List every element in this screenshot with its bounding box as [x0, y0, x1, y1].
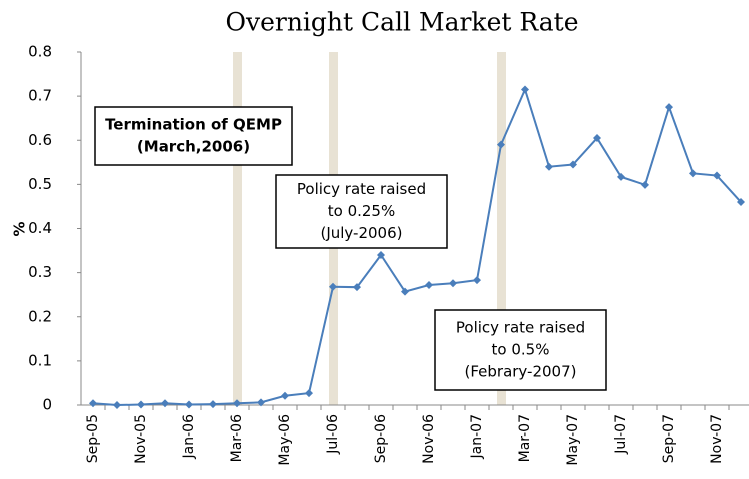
marker: [665, 103, 673, 112]
y-tick-label: 0.8: [28, 43, 52, 61]
x-tick-label: Mar-07: [517, 414, 533, 462]
x-tick-label: Sep-07: [661, 414, 677, 463]
x-tick-label: Jul-06: [325, 414, 341, 455]
marker: [545, 162, 553, 171]
x-tick-label: Nov-07: [709, 414, 725, 464]
marker: [569, 160, 577, 169]
x-tick-label: Nov-06: [421, 414, 437, 464]
annotation-text: (July-2006): [320, 224, 402, 242]
annotation-box: [94, 106, 293, 166]
y-tick-label: 0.5: [28, 175, 52, 193]
marker: [617, 172, 625, 181]
marker: [329, 282, 337, 291]
x-tick-label: Jul-07: [613, 414, 629, 455]
event-band: [233, 52, 242, 405]
x-tick-label: Nov-05: [133, 414, 149, 464]
annotation-text: Policy rate raised: [297, 180, 426, 198]
marker: [689, 169, 697, 178]
marker: [233, 399, 241, 408]
annotation-box: [434, 309, 607, 391]
marker: [737, 198, 745, 207]
marker: [305, 389, 313, 398]
y-tick-label: 0: [42, 396, 52, 414]
marker: [449, 279, 457, 288]
marker: [113, 401, 121, 409]
x-tick-label: Jan-07: [469, 414, 485, 459]
x-tick-label: Jan-06: [181, 414, 197, 460]
annotation-text: (Febrary-2007): [465, 363, 577, 381]
marker: [89, 399, 97, 408]
marker: [281, 391, 289, 400]
marker: [497, 140, 505, 149]
marker: [377, 250, 385, 259]
x-tick-label: Sep-05: [85, 414, 101, 463]
marker: [521, 85, 529, 94]
y-tick-label: 0.6: [28, 131, 52, 149]
y-tick-label: 0.1: [28, 351, 52, 369]
line: [92, 86, 742, 407]
annotation-text: to 0.5%: [492, 341, 550, 359]
marker: [257, 398, 265, 407]
event-band: [497, 52, 506, 405]
y-tick-label: 0.2: [28, 307, 52, 325]
marker: [593, 134, 601, 143]
marker: [161, 399, 169, 408]
annotation-text: (March,2006): [137, 138, 250, 156]
y-tick-label: 0.3: [28, 263, 52, 281]
x-tick-label: May-06: [277, 414, 293, 466]
marker: [137, 400, 145, 409]
marker: [641, 180, 649, 189]
annotation-text: to 0.25%: [328, 202, 395, 220]
chart-title: Overnight Call Market Rate: [225, 8, 578, 37]
y-tick-label: 0.7: [28, 87, 52, 105]
marker: [713, 171, 721, 180]
marker: [425, 280, 433, 289]
marker: [353, 283, 361, 292]
marker: [209, 400, 217, 409]
y-tick-label: 0.4: [28, 219, 52, 237]
annotation-text: Termination of QEMP: [105, 116, 282, 134]
marker: [473, 276, 481, 285]
marker: [185, 400, 193, 409]
x-tick-label: Sep-06: [373, 414, 389, 463]
marker: [401, 287, 409, 296]
x-tick-label: May-07: [565, 414, 581, 466]
annotation-text: Policy rate raised: [456, 319, 585, 337]
annotation-box: [275, 174, 448, 249]
y-axis-label: %: [11, 221, 29, 236]
x-tick-label: Mar-06: [229, 414, 245, 462]
